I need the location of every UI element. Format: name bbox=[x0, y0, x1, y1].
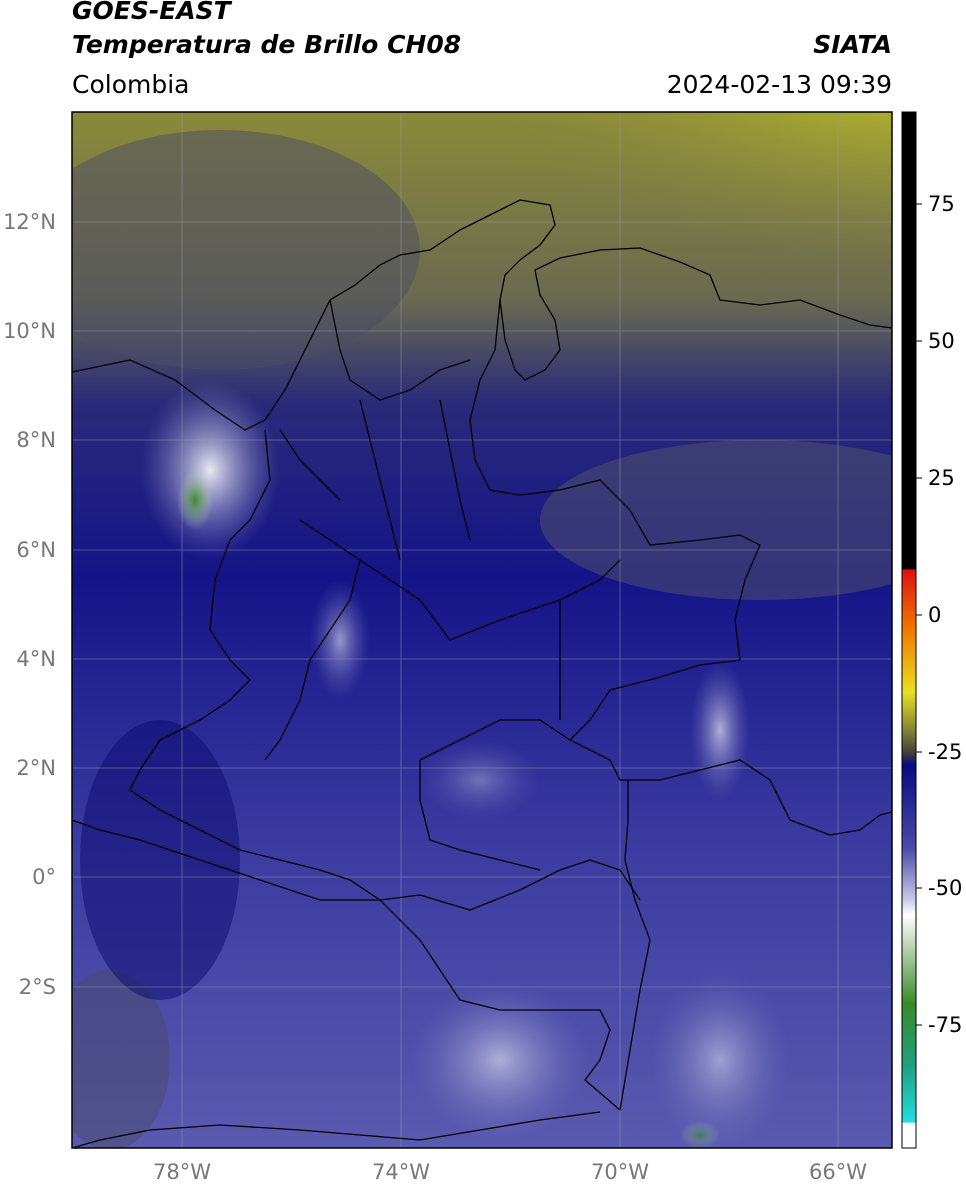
country-borders bbox=[72, 199, 892, 1148]
lat-tick-label: 0° bbox=[32, 865, 56, 889]
lat-tick-label: 6°N bbox=[16, 538, 56, 562]
map-frame bbox=[71, 111, 893, 1149]
colorbar-tick-label: 0 bbox=[928, 603, 942, 627]
colorbar-tick-label: 25 bbox=[928, 466, 955, 490]
lon-tick-label: 74°W bbox=[372, 1160, 430, 1184]
lon-tick-label: 78°W bbox=[153, 1160, 211, 1184]
satellite-image bbox=[72, 112, 892, 1148]
colorbar-tick-label: -25 bbox=[928, 740, 963, 764]
lon-tick-label: 66°W bbox=[809, 1160, 867, 1184]
region-label: Colombia bbox=[72, 70, 190, 99]
lat-tick-label: 2°N bbox=[16, 756, 56, 780]
lon-tick-label: 70°W bbox=[591, 1160, 649, 1184]
lat-tick-label: 12°N bbox=[3, 210, 56, 234]
lat-tick-label: 4°N bbox=[16, 647, 56, 671]
satellite-title: GOES-EAST bbox=[72, 0, 231, 25]
colorbar-tick-label: -50 bbox=[928, 876, 963, 900]
brand-label: SIATA bbox=[813, 30, 892, 59]
lat-tick-label: 2°S bbox=[18, 975, 56, 999]
datetime-label: 2024-02-13 09:39 bbox=[666, 70, 892, 99]
colorbar-tick-label: 50 bbox=[928, 329, 955, 353]
colorbar-tick-label: 75 bbox=[928, 192, 955, 216]
lat-tick-label: 8°N bbox=[16, 428, 56, 452]
product-title: Temperatura de Brillo CH08 bbox=[72, 30, 462, 59]
colorbar bbox=[901, 111, 922, 1149]
colorbar-tick-label: -75 bbox=[928, 1013, 963, 1037]
grid-lines bbox=[72, 112, 892, 1148]
lat-tick-label: 10°N bbox=[3, 319, 56, 343]
